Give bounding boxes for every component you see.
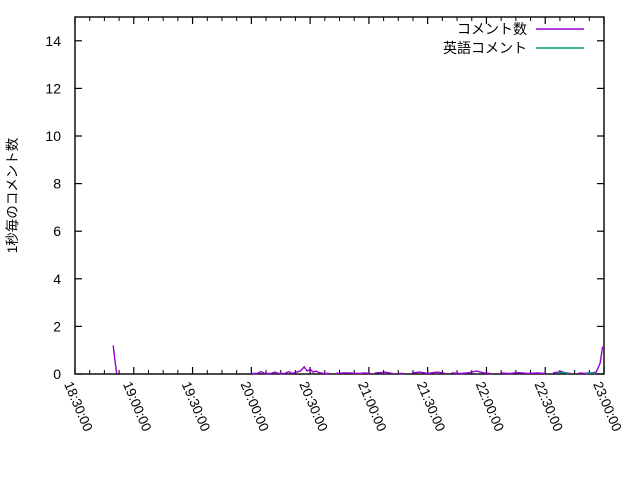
series-line-1 <box>556 371 596 375</box>
legend-label: コメント数 <box>457 21 527 37</box>
x-tick-label: 21:30:00 <box>414 379 448 433</box>
y-tick-label: 4 <box>53 271 61 287</box>
y-tick-label: 10 <box>45 128 61 144</box>
x-tick-label: 23:00:00 <box>590 379 624 433</box>
y-tick-label: 14 <box>45 33 61 49</box>
y-tick-label: 0 <box>53 366 61 382</box>
x-tick-label: 18:30:00 <box>61 379 95 433</box>
y-tick-label: 2 <box>53 318 61 334</box>
legend-label: 英語コメント <box>443 40 527 56</box>
y-axis-title: 1秒毎のコメント数 <box>5 137 20 253</box>
y-tick-label: 6 <box>53 223 61 239</box>
x-tick-label: 21:00:00 <box>355 379 389 433</box>
x-tick-label: 20:00:00 <box>238 379 272 433</box>
x-tick-label: 22:00:00 <box>473 379 507 433</box>
y-tick-label: 8 <box>53 176 61 192</box>
plot-border <box>74 16 605 375</box>
series-line-0 <box>112 345 604 375</box>
x-tick-label: 22:30:00 <box>531 379 565 433</box>
x-tick-label: 20:30:00 <box>296 379 330 433</box>
x-tick-label: 19:30:00 <box>179 379 213 433</box>
x-tick-label: 19:00:00 <box>120 379 154 433</box>
y-tick-label: 12 <box>45 80 61 96</box>
